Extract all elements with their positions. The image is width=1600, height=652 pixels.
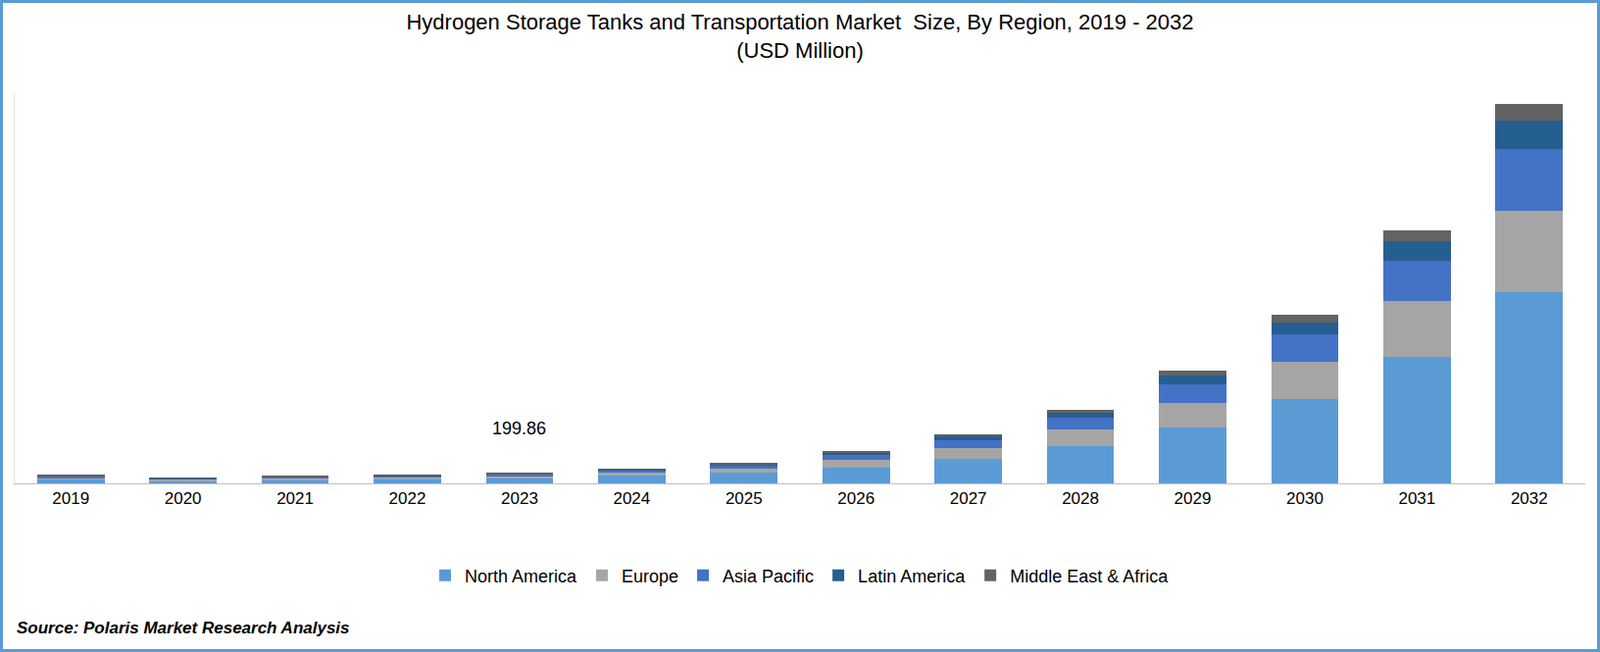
svg-text:2030: 2030 bbox=[1286, 489, 1324, 508]
svg-text:2026: 2026 bbox=[837, 489, 875, 508]
svg-text:Middle East & Africa: Middle East & Africa bbox=[1009, 566, 1169, 587]
svg-text:2028: 2028 bbox=[1061, 489, 1100, 508]
svg-text:2029: 2029 bbox=[1174, 489, 1212, 508]
svg-text:Asia Pacific: Asia Pacific bbox=[722, 566, 814, 587]
svg-text:2031: 2031 bbox=[1398, 489, 1436, 508]
svg-text:Latin America: Latin America bbox=[857, 566, 966, 587]
svg-text:2021: 2021 bbox=[276, 489, 314, 508]
svg-text:Europe: Europe bbox=[621, 566, 679, 587]
svg-text:2025: 2025 bbox=[725, 489, 763, 508]
svg-text:2020: 2020 bbox=[164, 489, 202, 508]
svg-text:2024: 2024 bbox=[612, 489, 650, 508]
svg-text:North America: North America bbox=[464, 566, 578, 587]
svg-text:2019: 2019 bbox=[51, 489, 90, 508]
svg-text:199.86: 199.86 bbox=[492, 418, 547, 439]
svg-text:Source: Polaris Market Researc: Source: Polaris Market Research Analysis bbox=[16, 618, 350, 638]
svg-text:Hydrogen Storage Tanks and Tra: Hydrogen Storage Tanks and Transportatio… bbox=[405, 9, 1194, 63]
svg-text:2032: 2032 bbox=[1510, 489, 1549, 508]
svg-text:2023: 2023 bbox=[500, 489, 539, 508]
svg-text:2027: 2027 bbox=[950, 489, 988, 508]
svg-text:2022: 2022 bbox=[389, 489, 427, 508]
